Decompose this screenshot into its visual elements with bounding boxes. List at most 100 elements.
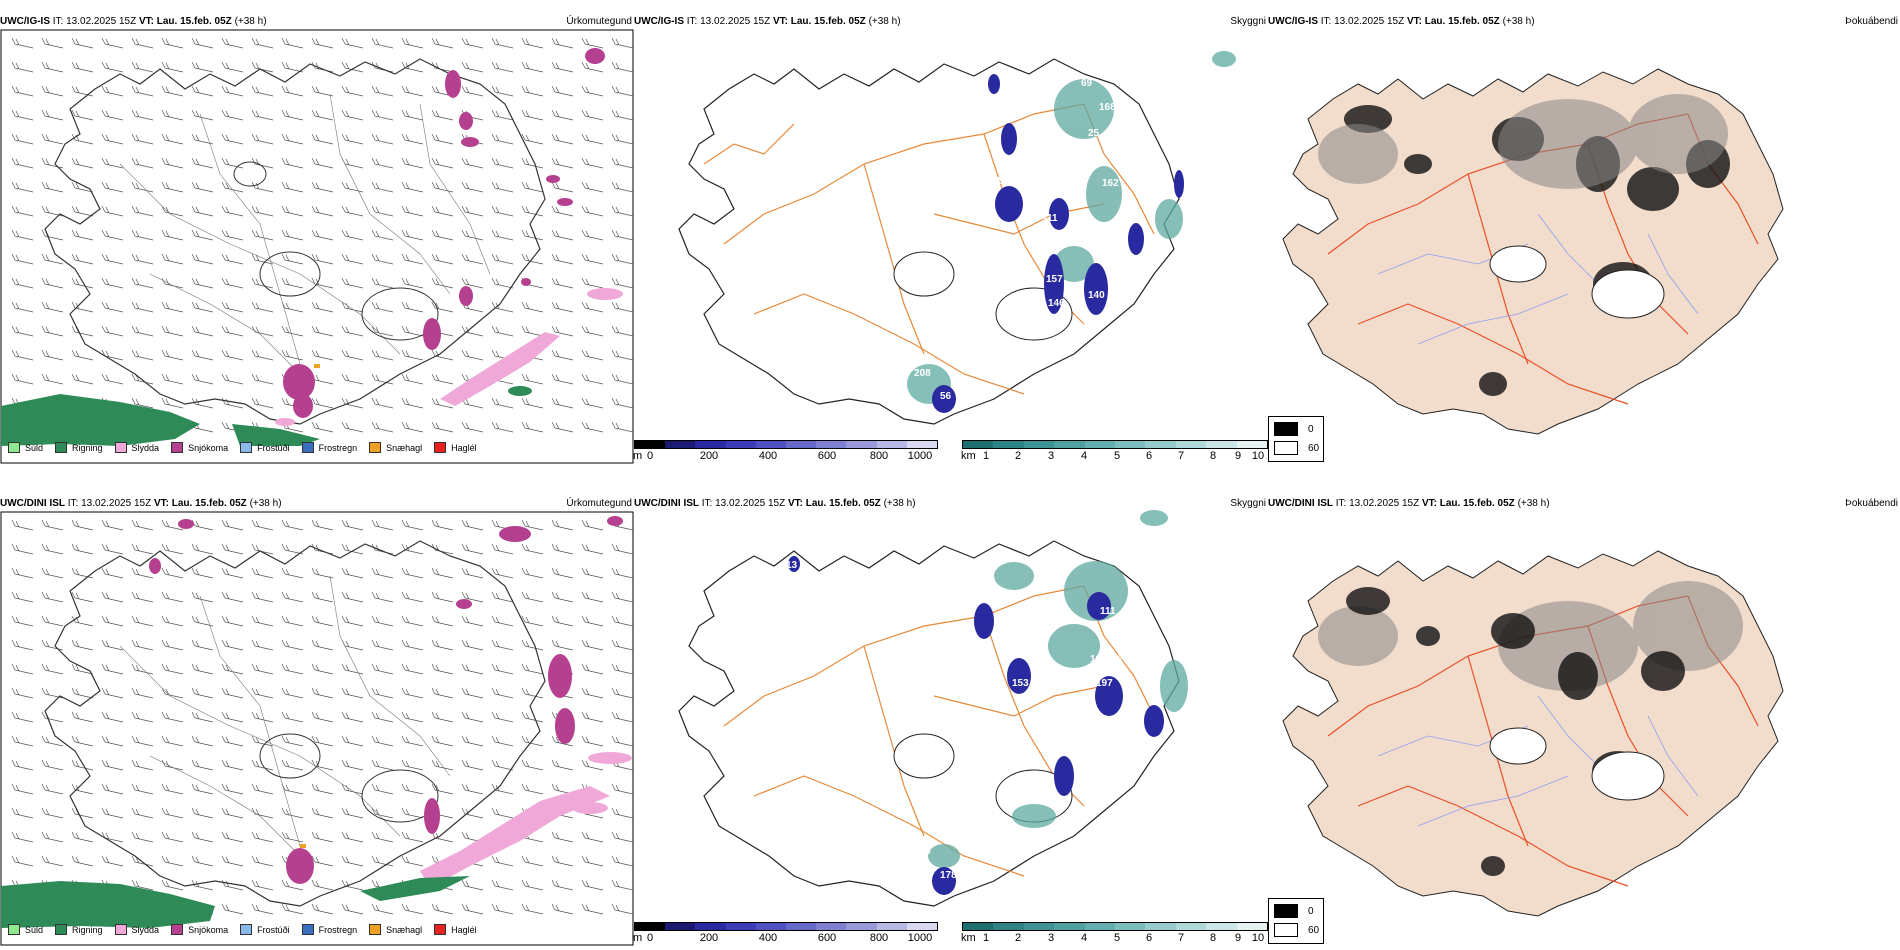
wind-barb: [551, 325, 574, 337]
colorbar-tick: 8: [1209, 450, 1217, 462]
wind-barb: [461, 759, 484, 771]
wind-barb: [131, 831, 154, 843]
wind-barb: [401, 591, 424, 603]
wind-barb: [221, 181, 244, 193]
legend-item: Snæhagl: [369, 442, 422, 453]
wind-barb: [521, 325, 544, 337]
cloud-value-label: 153: [1012, 678, 1029, 689]
colorbar-bin: [1236, 923, 1268, 930]
valid-time: Lau. 15.feb. 05Z: [790, 16, 866, 27]
colorbar-tick: 1000: [907, 932, 933, 944]
wind-barb: [431, 735, 454, 747]
wind-barb: [551, 301, 574, 313]
wind-barb: [41, 301, 64, 313]
wind-barb: [551, 735, 574, 747]
wind-barb: [551, 181, 574, 193]
colorbar-tick: 600: [817, 450, 837, 462]
panel-title: Skyggni: [1230, 498, 1266, 509]
wind-barb: [221, 349, 244, 361]
wind-barb: [41, 85, 64, 97]
colorbar-tick: 0: [646, 450, 654, 462]
wind-barb: [461, 711, 484, 723]
wind-barb: [311, 301, 334, 313]
init-time-label: IT:: [67, 498, 79, 509]
wind-barb: [221, 615, 244, 627]
wind-barb: [581, 301, 604, 313]
wind-barb: [41, 349, 64, 361]
wind-barb: [11, 807, 34, 819]
wind-barb: [431, 663, 454, 675]
wind-barb: [101, 85, 124, 97]
wind-barb: [41, 783, 64, 795]
colorbar-bin: [755, 923, 787, 930]
wind-barb: [11, 325, 34, 337]
wind-barb: [611, 663, 634, 675]
wind-barb: [401, 855, 424, 867]
valid-time-label: VT:: [772, 16, 788, 27]
wind-barb: [521, 373, 544, 385]
wind-barb: [431, 397, 454, 409]
colorbar-unit: m: [633, 932, 643, 944]
colorbar-tick: 1: [982, 450, 990, 462]
wind-barb: [71, 663, 94, 675]
wind-barb: [581, 663, 604, 675]
wind-barb: [521, 735, 544, 747]
wind-barb: [251, 783, 274, 795]
cloud-value-label: 69: [1081, 78, 1093, 89]
wind-barb: [11, 567, 34, 579]
cloud-value-label: 178: [940, 870, 957, 881]
wind-barb: [581, 157, 604, 169]
wind-barb: [11, 687, 34, 699]
cloud-value-label: 126: [914, 846, 931, 857]
wind-barb: [161, 615, 184, 627]
wind-barb: [251, 903, 274, 915]
wind-barb: [161, 133, 184, 145]
wind-barb: [41, 807, 64, 819]
colorbar-tick: 6: [1145, 450, 1153, 462]
wind-barb: [281, 831, 304, 843]
wind-barb: [521, 591, 544, 603]
wind-barb: [491, 711, 514, 723]
wind-barb: [71, 687, 94, 699]
wind-barb: [611, 783, 634, 795]
colorbar-bin: [846, 923, 877, 930]
colorbar-tick: 5: [1113, 450, 1121, 462]
wind-barb: [131, 253, 154, 265]
wind-barb: [461, 325, 484, 337]
wind-barb: [251, 301, 274, 313]
wind-barb: [101, 783, 124, 795]
wind-barb: [161, 783, 184, 795]
wind-barb: [341, 783, 364, 795]
legend-item: Slydda: [114, 924, 159, 935]
wind-barb: [521, 879, 544, 891]
wind-barb: [371, 615, 394, 627]
wind-barb: [551, 85, 574, 97]
wind-barb: [311, 591, 334, 603]
wind-barb: [11, 205, 34, 217]
wind-barb: [401, 229, 424, 241]
colorbar-bin: [725, 923, 756, 930]
wind-barb: [41, 567, 64, 579]
wind-barb: [611, 133, 634, 145]
wind-barb: [191, 639, 214, 651]
wind-barb: [251, 229, 274, 241]
wind-barb: [581, 615, 604, 627]
wind-barb: [371, 903, 394, 915]
wind-barb: [11, 181, 34, 193]
wind-barb: [71, 85, 94, 97]
wind-barb: [401, 133, 424, 145]
colorbar-tick: 800: [869, 932, 889, 944]
wind-barb: [71, 253, 94, 265]
wind-barb: [581, 325, 604, 337]
wind-barb: [521, 783, 544, 795]
wind-barb: [611, 397, 634, 409]
wind-barb: [401, 783, 424, 795]
cloud-value-label: 168: [1062, 332, 1079, 343]
wind-barb: [101, 687, 124, 699]
wind-barb: [251, 615, 274, 627]
wind-barb: [401, 711, 424, 723]
wind-barb: [401, 253, 424, 265]
wind-barb: [491, 879, 514, 891]
wind-barb: [161, 325, 184, 337]
wind-barb: [491, 903, 514, 915]
